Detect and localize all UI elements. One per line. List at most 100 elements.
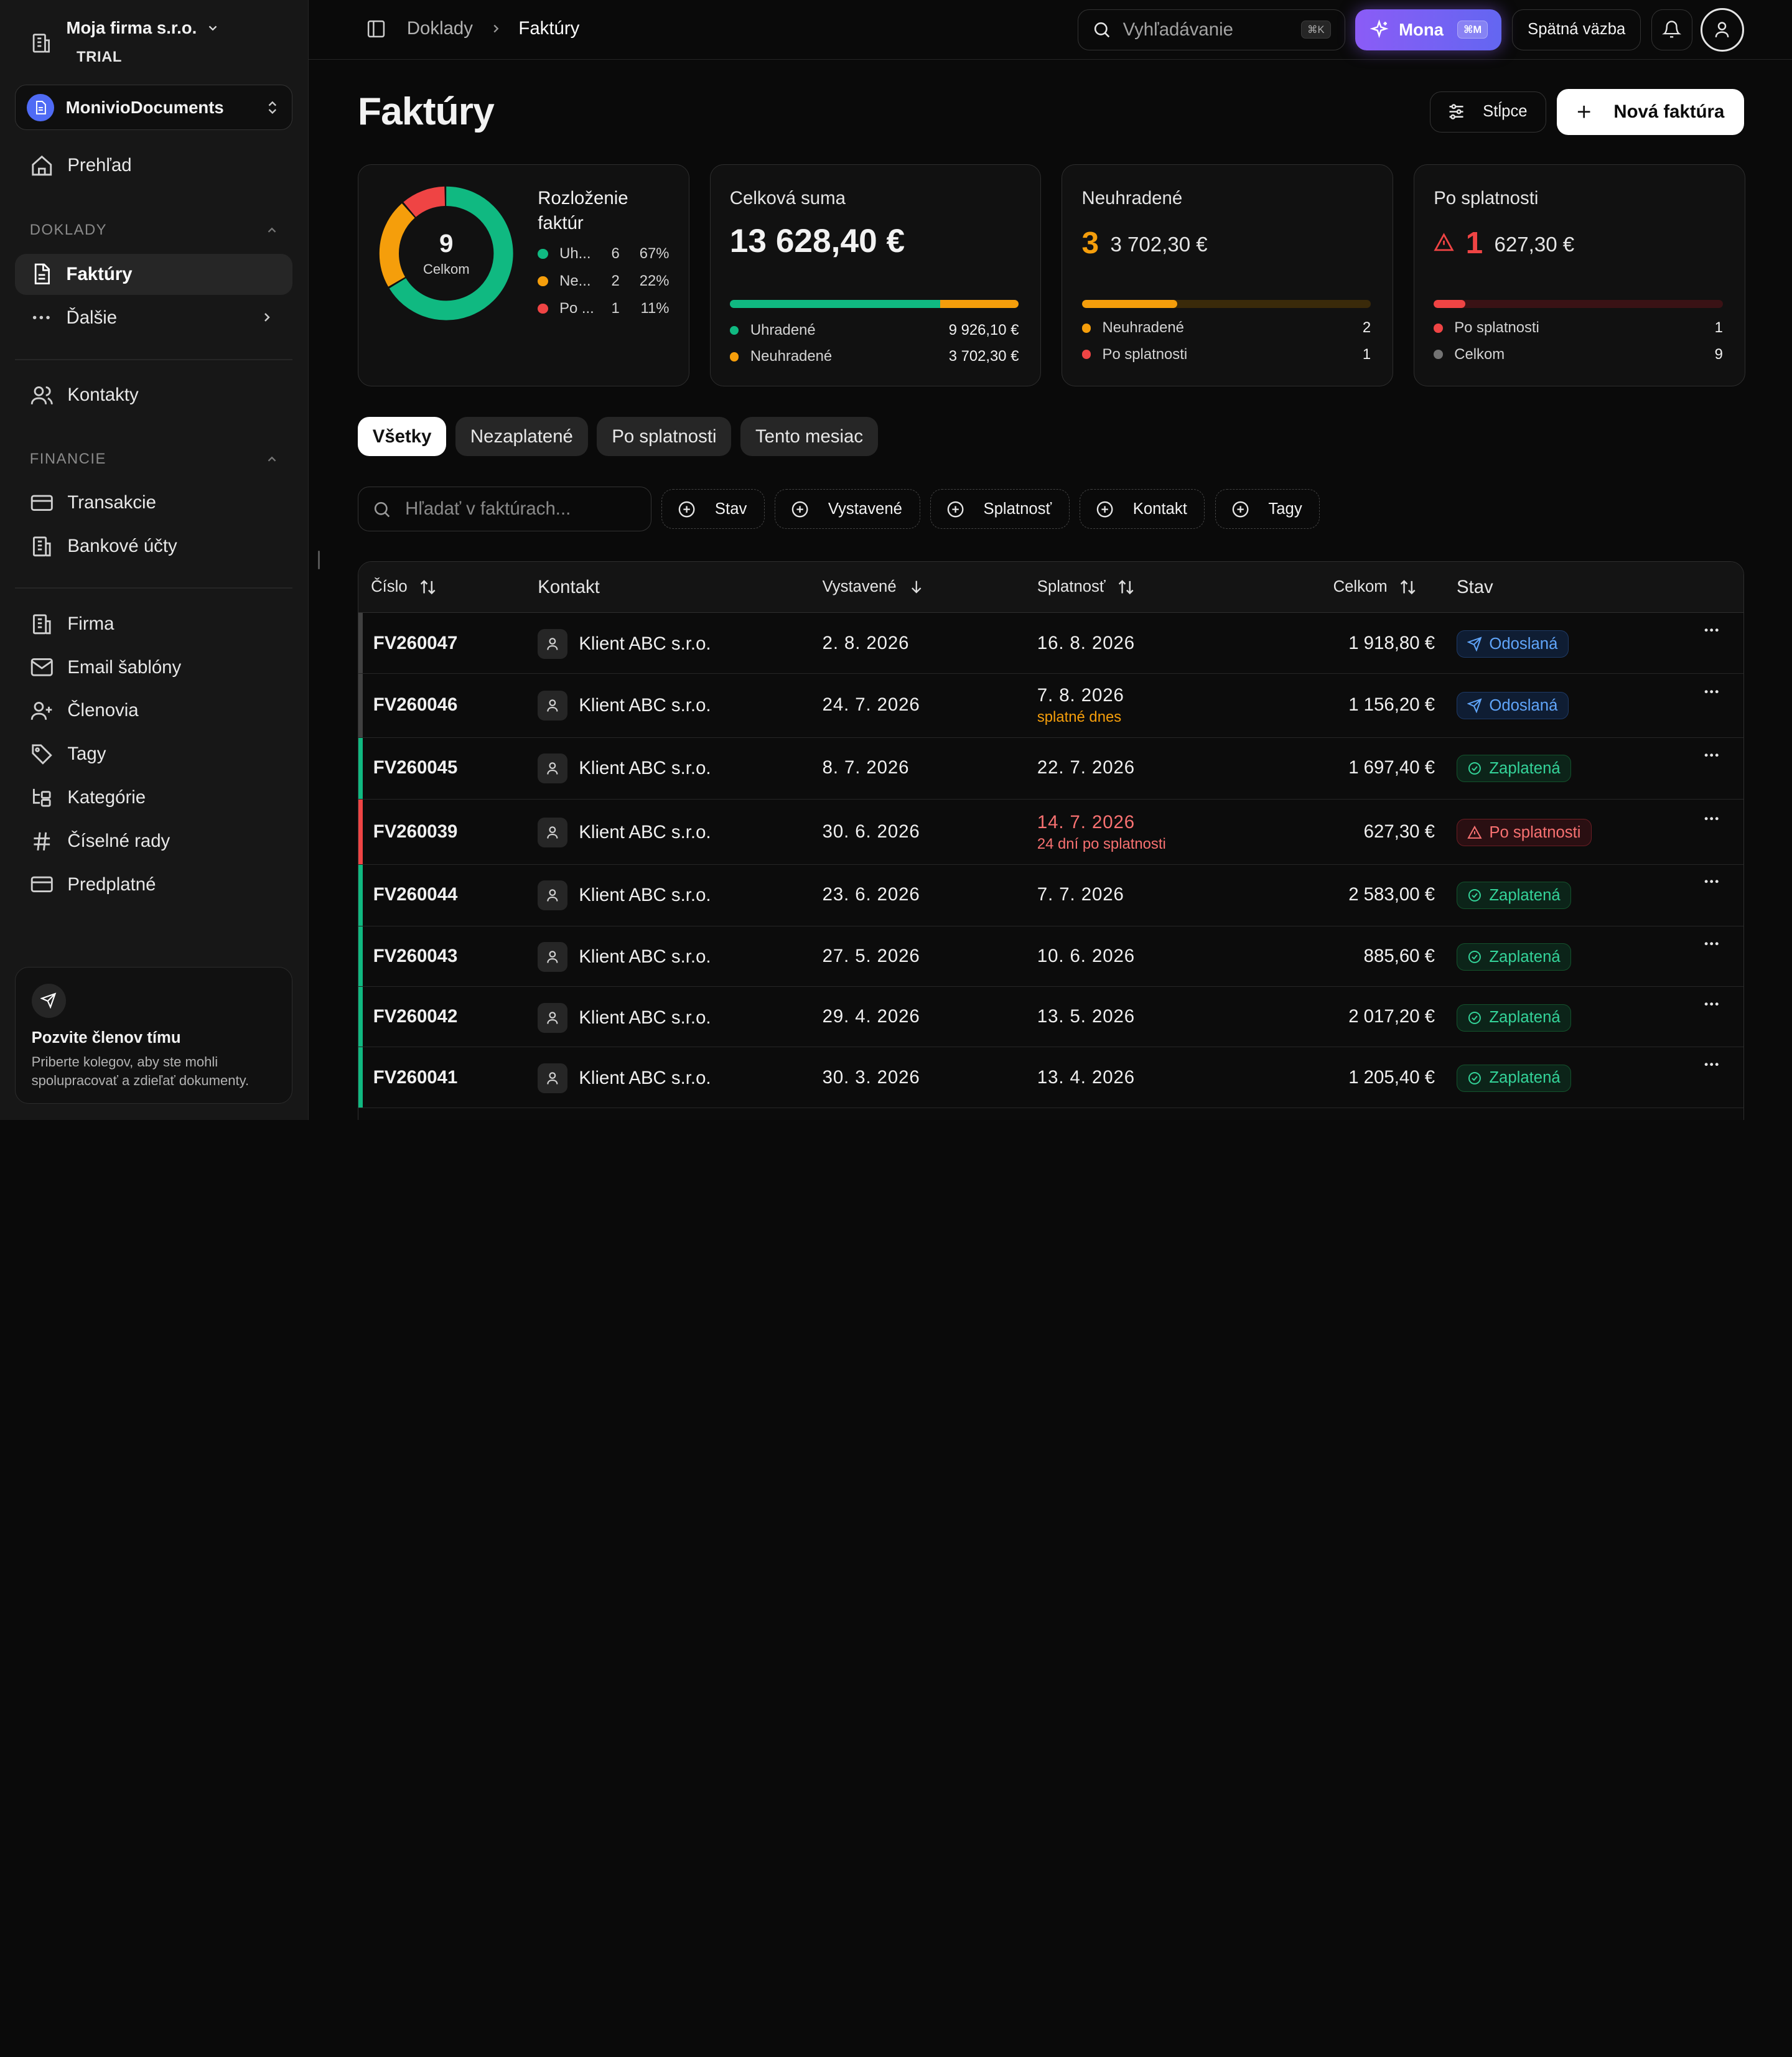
invoice-number[interactable]: FV260047 <box>373 632 458 653</box>
bar-unpaid-segment <box>940 300 1019 309</box>
column-status-label: Stav <box>1456 576 1493 597</box>
invoice-contact[interactable]: Klient ABC s.r.o. <box>538 942 711 973</box>
invoice-number[interactable]: FV260044 <box>373 884 458 905</box>
invoice-contact[interactable]: Klient ABC s.r.o. <box>538 691 711 721</box>
invoice-search-input[interactable]: Hľadať v faktúrach... <box>357 487 651 532</box>
columns-button[interactable]: Stĺpce <box>1429 91 1547 133</box>
sidebar-item-more[interactable]: Ďalšie <box>15 297 292 338</box>
invoice-total: 2 583,00 € <box>1348 884 1435 905</box>
table-row[interactable]: FV260043 Klient ABC s.r.o. 27. 5. 2026 10. … <box>358 926 1743 987</box>
filter-chip-tagy[interactable]: Tagy <box>1215 489 1320 529</box>
invoice-due: 10. 6. 2026 <box>1037 946 1135 967</box>
invoice-number[interactable]: FV260043 <box>373 945 458 966</box>
table-row[interactable]: FV260044 Klient ABC s.r.o. 23. 6. 2026 7. 7… <box>358 864 1743 926</box>
new-invoice-button[interactable]: Nová faktúra <box>1556 89 1744 135</box>
table-row[interactable]: FV260047 Klient ABC s.r.o. 2. 8. 2026 16. 8… <box>358 613 1743 674</box>
sidebar-item-members[interactable]: Členovia <box>15 690 292 731</box>
contact-name: Klient ABC s.r.o. <box>579 885 711 906</box>
distribution-donut: 9 Celkom <box>378 185 515 322</box>
column-status[interactable]: Stav <box>1457 577 1493 598</box>
row-actions-icon[interactable] <box>1702 995 1720 1019</box>
column-due-label: Splatnosť <box>1037 577 1106 595</box>
invoice-due-date: 7. 8. 2026 <box>1037 685 1124 706</box>
overdue-title: Po splatnosti <box>1434 188 1539 209</box>
table-row[interactable]: FV260046 Klient ABC s.r.o. 24. 7. 2026 7. 8… <box>358 673 1743 738</box>
column-contact[interactable]: Kontakt <box>538 577 600 598</box>
sidebar-item-tags[interactable]: Tagy <box>15 734 292 775</box>
row-actions-icon[interactable] <box>1702 1055 1720 1079</box>
plus-circle-icon <box>677 500 696 519</box>
tab-po-splatnosti[interactable]: Po splatnosti <box>597 417 732 456</box>
invoice-number[interactable]: FV260039 <box>373 821 458 842</box>
invoice-number[interactable]: FV260041 <box>373 1066 458 1088</box>
filter-chips: Stav Vystavené Splatnosť Kontakt Tagy <box>661 489 1320 529</box>
invoice-contact[interactable]: Klient ABC s.r.o. <box>538 1002 711 1033</box>
invoice-contact[interactable]: Klient ABC s.r.o. <box>538 753 711 784</box>
row-actions-icon[interactable] <box>1702 872 1720 896</box>
filter-chip-stav[interactable]: Stav <box>661 489 765 529</box>
table-row[interactable]: FV260039 Klient ABC s.r.o. 30. 6. 2026 14. … <box>358 799 1743 865</box>
invoice-contact[interactable]: Klient ABC s.r.o. <box>538 818 711 847</box>
donut-chart <box>379 186 513 320</box>
row-actions-icon[interactable] <box>1702 683 1720 706</box>
invoice-number[interactable]: FV260042 <box>373 1006 458 1027</box>
global-search-input[interactable]: Vyhľadávanie ⌘K <box>1078 9 1345 50</box>
filter-chip-vystavené[interactable]: Vystavené <box>775 489 920 529</box>
section-finance[interactable]: FINANCIE <box>30 450 279 468</box>
contact-name: Klient ABC s.r.o. <box>579 1067 711 1088</box>
table-row[interactable]: FV260041 Klient ABC s.r.o. 30. 3. 2026 13. … <box>358 1047 1743 1108</box>
org-switcher[interactable]: Moja firma s.r.o. TRIAL <box>16 11 292 75</box>
filter-chip-label: Kontakt <box>1132 500 1187 518</box>
sidebar-item-email-templates[interactable]: Email šablóny <box>15 647 292 688</box>
feedback-button[interactable]: Spätná väzba <box>1511 9 1641 50</box>
tab-všetky[interactable]: Všetky <box>357 417 447 456</box>
legend-percent: 11% <box>640 300 670 317</box>
invoice-contact[interactable]: Klient ABC s.r.o. <box>538 1063 711 1093</box>
sidebar-item-categories[interactable]: Kategórie <box>15 777 292 818</box>
tab-nezaplatené[interactable]: Nezaplatené <box>455 417 588 456</box>
row-actions-icon[interactable] <box>1702 809 1720 833</box>
invoice-contact[interactable]: Klient ABC s.r.o. <box>538 880 711 910</box>
filter-chip-splatnosť[interactable]: Splatnosť <box>930 489 1070 529</box>
sidebar-item-overview[interactable]: Prehľad <box>15 145 292 186</box>
chevron-right-icon <box>264 312 270 322</box>
table-row[interactable]: FV260042 Klient ABC s.r.o. 29. 4. 2026 13. … <box>358 987 1743 1048</box>
legend-value: 3 702,30 € <box>948 348 1019 365</box>
legend-label: Celkom <box>1454 345 1505 363</box>
row-actions-icon[interactable] <box>1702 935 1720 958</box>
tab-tento-mesiac[interactable]: Tento mesiac <box>740 417 878 456</box>
contact-name: Klient ABC s.r.o. <box>579 946 711 968</box>
sidebar-item-company[interactable]: Firma <box>15 604 292 645</box>
sidebar-toggle-icon[interactable] <box>366 19 386 39</box>
column-total[interactable]: Celkom <box>1333 578 1417 596</box>
notifications-button[interactable] <box>1651 9 1693 50</box>
status-label: Odoslaná <box>1489 635 1558 653</box>
invoice-number[interactable]: FV260045 <box>373 757 458 778</box>
row-actions-icon[interactable] <box>1702 746 1720 770</box>
sidebar-item-subscription[interactable]: Predplatné <box>15 864 292 905</box>
column-due[interactable]: Splatnosť <box>1037 578 1135 596</box>
sidebar-item-invoices[interactable]: Faktúry <box>14 253 293 295</box>
mona-assistant-button[interactable]: Mona ⌘M <box>1355 9 1502 50</box>
sidebar-item-transactions[interactable]: Transakcie <box>15 482 292 523</box>
breadcrumb: Doklady Faktúry <box>366 18 579 39</box>
user-avatar[interactable] <box>1701 7 1744 52</box>
sidebar-item-number-series[interactable]: Číselné rady <box>15 821 292 862</box>
table-row[interactable]: FV260045 Klient ABC s.r.o. 8. 7. 2026 22. 7… <box>358 737 1743 800</box>
invoice-contact[interactable]: Klient ABC s.r.o. <box>538 629 711 659</box>
user-icon <box>538 818 567 847</box>
plus-circle-icon <box>946 500 965 519</box>
sidebar-item-bank-accounts[interactable]: Bankové účty <box>15 526 292 567</box>
invoice-number[interactable]: FV260046 <box>373 694 458 715</box>
filter-chip-kontakt[interactable]: Kontakt <box>1080 489 1205 529</box>
column-number[interactable]: Číslo <box>371 578 437 596</box>
breadcrumb-parent[interactable]: Doklady <box>406 18 473 39</box>
workspace-switcher[interactable]: MonivioDocuments <box>14 84 293 131</box>
row-actions-icon[interactable] <box>1702 621 1720 645</box>
sidebar-resize-handle[interactable] <box>317 551 320 569</box>
column-issued[interactable]: Vystavené <box>823 578 925 596</box>
sidebar-item-contacts[interactable]: Kontakty <box>15 375 292 416</box>
invite-card[interactable]: Pozvite členov tímu Priberte kolegov, ab… <box>14 966 293 1104</box>
org-name: Moja firma s.r.o. <box>66 18 197 38</box>
section-docs[interactable]: DOKLADY <box>30 222 279 239</box>
